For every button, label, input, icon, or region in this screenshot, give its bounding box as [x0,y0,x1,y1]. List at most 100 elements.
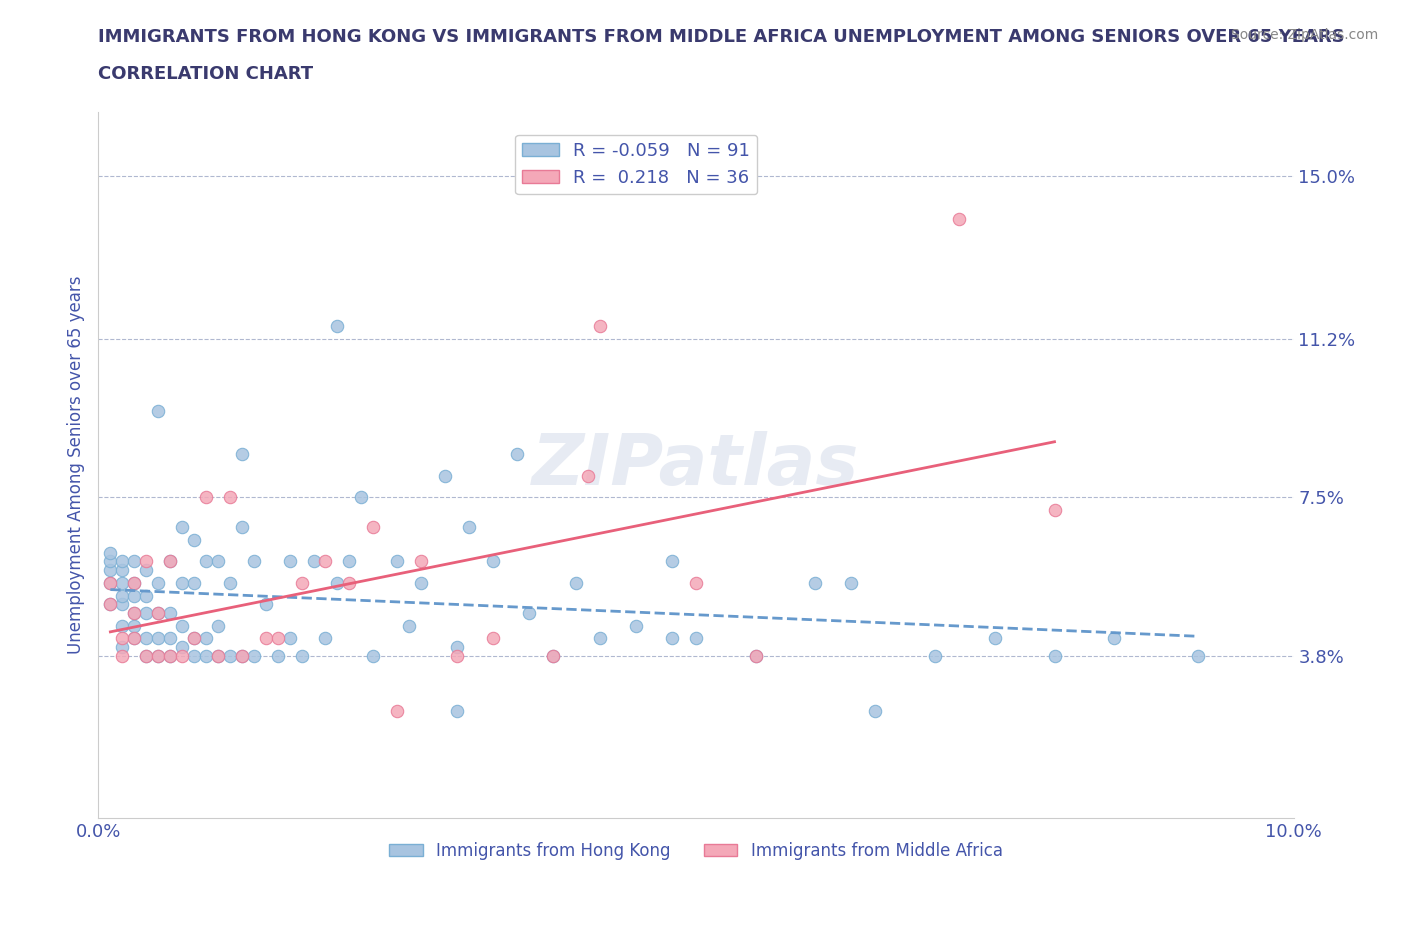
Point [135,554,157,569]
Point [411,576,433,591]
Point [98,554,122,569]
Point [254,631,277,646]
Point [207,618,229,633]
Point [159,554,181,569]
Point [626,618,648,633]
Point [589,318,612,333]
Point [124,576,146,591]
Point [111,563,134,578]
Point [111,597,134,612]
Point [1104,631,1126,646]
Point [948,211,970,226]
Point [385,704,409,719]
Point [302,554,325,569]
Point [111,631,134,646]
Text: CORRELATION CHART: CORRELATION CHART [98,65,314,83]
Point [411,554,433,569]
Point [589,631,612,646]
Point [339,576,361,591]
Point [578,469,600,484]
Text: Source: ZipAtlas.com: Source: ZipAtlas.com [1230,28,1378,42]
Point [446,640,468,655]
Point [135,563,157,578]
Point [458,520,481,535]
Point [685,576,707,591]
Point [148,631,170,646]
Point [159,648,181,663]
Point [183,576,205,591]
Point [159,648,181,663]
Point [219,490,242,505]
Point [291,576,314,591]
Point [565,576,588,591]
Point [148,605,170,620]
Point [124,631,146,646]
Point [135,631,157,646]
Point [243,648,266,663]
Point [231,446,253,461]
Point [183,631,205,646]
Point [267,631,290,646]
Point [315,631,337,646]
Point [124,588,146,603]
Text: IMMIGRANTS FROM HONG KONG VS IMMIGRANTS FROM MIDDLE AFRICA UNEMPLOYMENT AMONG SE: IMMIGRANTS FROM HONG KONG VS IMMIGRANTS … [98,28,1346,46]
Point [231,520,253,535]
Point [363,648,385,663]
Point [267,648,290,663]
Point [745,648,768,663]
Point [207,648,229,663]
Point [278,554,301,569]
Point [315,554,337,569]
Point [1187,648,1209,663]
Text: ZIPatlas: ZIPatlas [533,431,859,499]
Point [183,648,205,663]
Point [363,520,385,535]
Point [159,554,181,569]
Point [207,648,229,663]
Point [541,648,564,663]
Point [135,648,157,663]
Point [1043,502,1066,517]
Point [124,554,146,569]
Point [98,597,122,612]
Point [183,631,205,646]
Point [148,648,170,663]
Point [278,631,301,646]
Point [135,605,157,620]
Y-axis label: Unemployment Among Seniors over 65 years: Unemployment Among Seniors over 65 years [66,276,84,654]
Point [841,576,863,591]
Point [326,576,349,591]
Point [195,648,218,663]
Point [243,554,266,569]
Point [291,648,314,663]
Point [398,618,420,633]
Point [219,648,242,663]
Point [148,648,170,663]
Point [98,576,122,591]
Point [231,648,253,663]
Point [111,576,134,591]
Point [446,648,468,663]
Point [446,704,468,719]
Point [172,576,194,591]
Point [231,648,253,663]
Point [219,576,242,591]
Point [984,631,1007,646]
Point [326,318,349,333]
Point [111,588,134,603]
Point [661,554,683,569]
Point [98,576,122,591]
Point [482,554,505,569]
Point [541,648,564,663]
Point [661,631,683,646]
Point [159,631,181,646]
Point [482,631,505,646]
Point [195,554,218,569]
Point [183,533,205,548]
Point [135,588,157,603]
Point [506,446,529,461]
Point [111,648,134,663]
Point [865,704,887,719]
Point [111,618,134,633]
Legend: Immigrants from Hong Kong, Immigrants from Middle Africa: Immigrants from Hong Kong, Immigrants fr… [382,835,1010,867]
